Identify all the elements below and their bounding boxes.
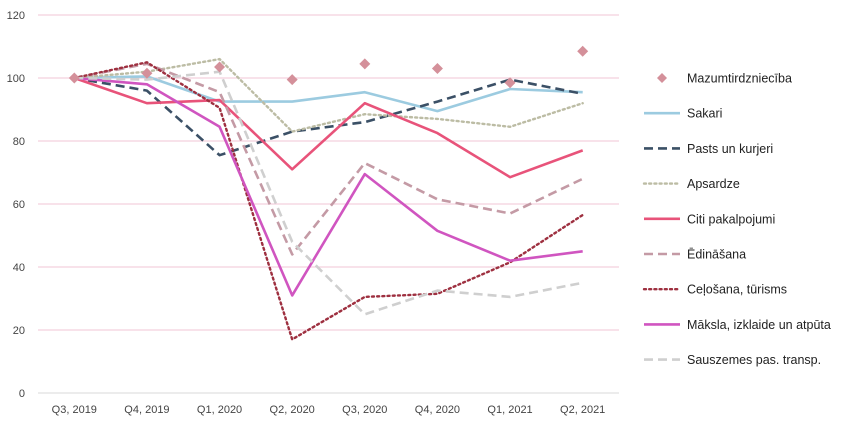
legend-label: Ēdināšana xyxy=(687,248,746,262)
x-tick-label: Q4, 2020 xyxy=(415,404,460,416)
y-tick-label: 40 xyxy=(13,262,25,274)
x-tick-label: Q4, 2019 xyxy=(124,404,169,416)
series-line-5 xyxy=(74,62,584,256)
y-axis-ticks: 0 20 40 60 80 100 120 xyxy=(7,10,25,400)
legend-label: Sakari xyxy=(687,107,722,121)
y-tick-label: 80 xyxy=(13,136,25,148)
series-line-1 xyxy=(74,75,583,113)
x-tick-label: Q1, 2021 xyxy=(487,404,532,416)
data-point xyxy=(504,77,516,89)
data-point xyxy=(286,74,298,86)
legend-label: Apsardze xyxy=(687,177,740,191)
series-lines xyxy=(68,45,589,341)
data-point xyxy=(68,72,80,84)
legend-marker xyxy=(657,73,667,83)
series-line-7 xyxy=(74,76,583,297)
gridlines xyxy=(38,14,619,394)
data-point xyxy=(359,58,371,70)
x-tick-label: Q3, 2019 xyxy=(52,404,97,416)
legend-label: Ceļošana, tūrisms xyxy=(687,283,787,297)
x-axis-ticks: Q3, 2019 Q4, 2019 Q1, 2020 Q2, 2020 Q3, 2020… xyxy=(52,404,606,416)
series-line-6 xyxy=(73,61,584,341)
x-tick-label: Q1, 2020 xyxy=(197,404,242,416)
legend-label: Pasts un kurjeri xyxy=(687,142,773,156)
data-point xyxy=(577,45,589,57)
data-point xyxy=(214,61,226,73)
y-tick-label: 100 xyxy=(7,73,25,85)
legend: Mazumtirdzniecība Sakari Pasts un kurjeri A… xyxy=(642,72,831,367)
x-tick-label: Q2, 2020 xyxy=(270,404,315,416)
legend-label: Mazumtirdzniecība xyxy=(687,72,792,86)
legend-label: Citi pakalpojumi xyxy=(687,212,775,226)
legend-label: Sauszemes pas. transp. xyxy=(687,353,821,367)
y-tick-label: 60 xyxy=(13,199,25,211)
series-line-8 xyxy=(74,70,583,316)
x-tick-label: Q2, 2021 xyxy=(560,404,605,416)
y-tick-label: 120 xyxy=(7,10,25,22)
series-line-4 xyxy=(73,76,584,179)
series-line-3 xyxy=(73,57,584,133)
x-tick-label: Q3, 2020 xyxy=(342,404,387,416)
y-tick-label: 0 xyxy=(19,388,25,400)
data-point xyxy=(431,63,443,75)
y-tick-label: 20 xyxy=(13,325,25,337)
data-point xyxy=(141,67,153,79)
legend-label: Māksla, izklaide un atpūta xyxy=(687,318,831,332)
series-line-2 xyxy=(74,76,583,157)
